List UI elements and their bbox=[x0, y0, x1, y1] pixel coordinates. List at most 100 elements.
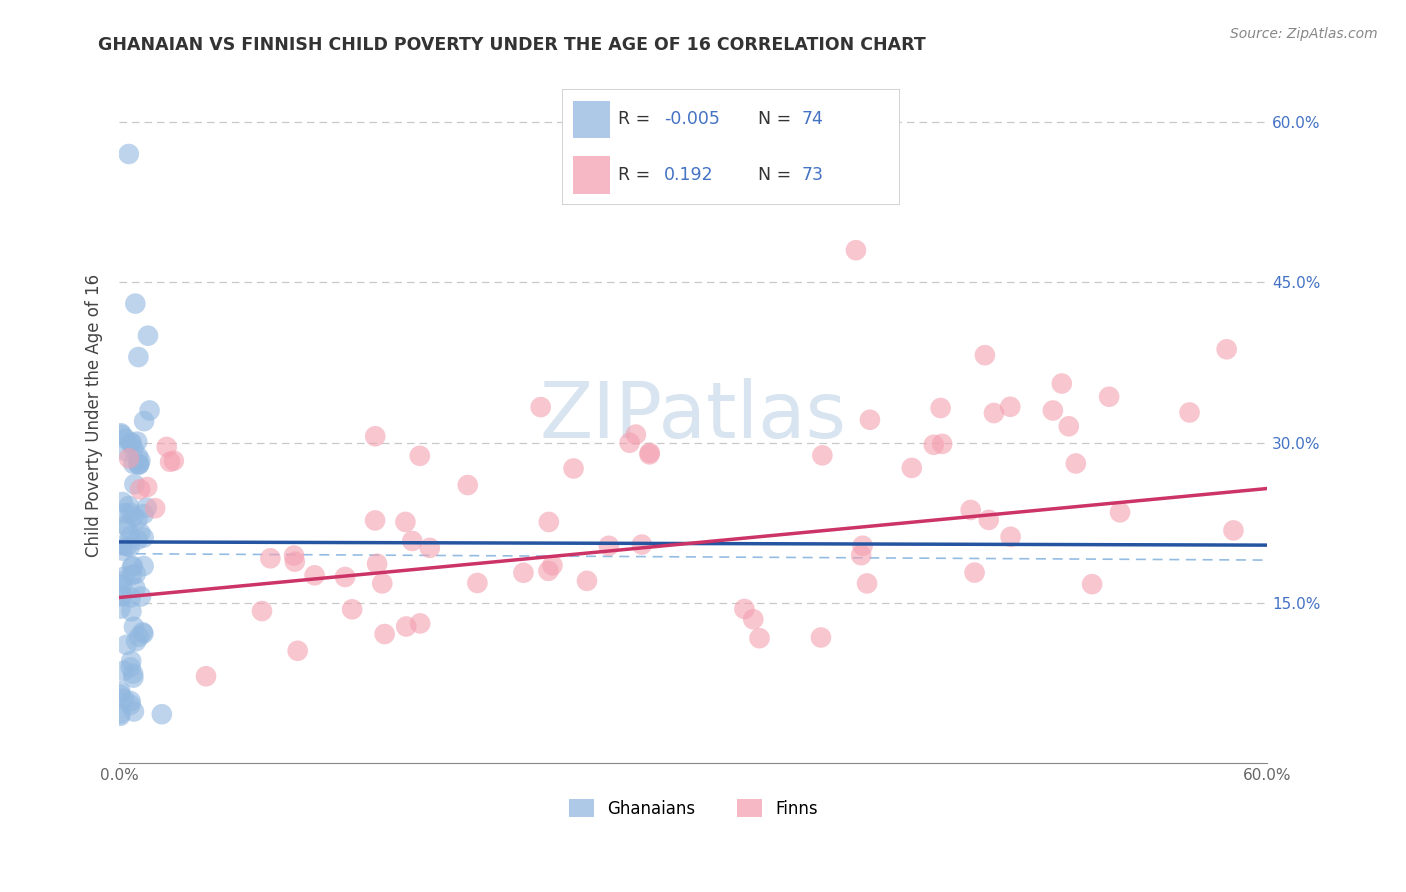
Point bbox=[530, 400, 553, 414]
Point bbox=[118, 147, 141, 161]
Point bbox=[250, 604, 273, 618]
Point bbox=[537, 515, 560, 529]
Point bbox=[115, 540, 138, 554]
Y-axis label: Child Poverty Under the Age of 16: Child Poverty Under the Age of 16 bbox=[86, 274, 103, 558]
Point bbox=[1222, 524, 1244, 538]
Point bbox=[128, 457, 150, 471]
Point bbox=[598, 539, 620, 553]
Point bbox=[304, 568, 326, 582]
Point bbox=[118, 540, 141, 554]
Point bbox=[810, 631, 832, 645]
Point bbox=[136, 480, 159, 494]
Point bbox=[122, 457, 145, 471]
Point bbox=[136, 328, 159, 343]
Point bbox=[419, 541, 441, 555]
Point bbox=[467, 576, 489, 591]
Point bbox=[122, 442, 145, 456]
Point bbox=[284, 555, 307, 569]
Point bbox=[114, 569, 136, 583]
Point bbox=[128, 458, 150, 472]
Point bbox=[259, 551, 281, 566]
Point bbox=[122, 671, 145, 685]
Point bbox=[929, 401, 952, 415]
Text: N =: N = bbox=[758, 166, 797, 184]
Point bbox=[120, 660, 142, 674]
Point bbox=[127, 512, 149, 526]
Point bbox=[537, 564, 560, 578]
Point bbox=[129, 453, 152, 467]
Point bbox=[364, 513, 387, 527]
Point bbox=[132, 626, 155, 640]
Point bbox=[163, 453, 186, 467]
Point bbox=[122, 705, 145, 719]
Point bbox=[118, 451, 141, 466]
Point bbox=[128, 630, 150, 644]
Point bbox=[120, 698, 142, 712]
Point bbox=[122, 509, 145, 524]
Point bbox=[340, 602, 363, 616]
Point bbox=[120, 436, 142, 450]
Point bbox=[1064, 457, 1087, 471]
Point bbox=[135, 500, 157, 515]
Point bbox=[127, 457, 149, 471]
Point bbox=[129, 483, 152, 497]
Point bbox=[121, 435, 143, 450]
Point bbox=[409, 449, 432, 463]
Point bbox=[110, 709, 132, 723]
Text: ZIPatlas: ZIPatlas bbox=[540, 378, 846, 454]
Point bbox=[143, 501, 166, 516]
Point bbox=[974, 348, 997, 362]
Point bbox=[124, 581, 146, 595]
Point bbox=[159, 455, 181, 469]
Point bbox=[120, 654, 142, 668]
Point bbox=[124, 296, 146, 310]
Bar bbox=[572, 156, 610, 194]
Point bbox=[983, 406, 1005, 420]
Point bbox=[371, 576, 394, 591]
Point bbox=[1057, 419, 1080, 434]
Point bbox=[132, 531, 155, 545]
Point bbox=[132, 507, 155, 521]
Text: 73: 73 bbox=[801, 166, 824, 184]
Point bbox=[129, 590, 152, 604]
Point bbox=[364, 429, 387, 443]
Point bbox=[619, 435, 641, 450]
Text: 74: 74 bbox=[801, 111, 824, 128]
Point bbox=[111, 495, 134, 509]
Point bbox=[409, 616, 432, 631]
Legend: Ghanaians, Finns: Ghanaians, Finns bbox=[562, 793, 824, 824]
Point bbox=[1050, 376, 1073, 391]
Point bbox=[114, 444, 136, 458]
Point bbox=[287, 644, 309, 658]
Point bbox=[138, 403, 160, 417]
Text: R =: R = bbox=[619, 166, 655, 184]
Point bbox=[333, 570, 356, 584]
Point bbox=[859, 413, 882, 427]
Point bbox=[366, 557, 388, 571]
Point bbox=[110, 426, 132, 441]
Point bbox=[900, 461, 922, 475]
Point bbox=[114, 506, 136, 520]
Point bbox=[127, 450, 149, 464]
Text: N =: N = bbox=[758, 111, 797, 128]
Point bbox=[845, 243, 868, 257]
Point bbox=[624, 427, 647, 442]
Point bbox=[394, 515, 416, 529]
Point bbox=[110, 590, 132, 604]
Text: GHANAIAN VS FINNISH CHILD POVERTY UNDER THE AGE OF 16 CORRELATION CHART: GHANAIAN VS FINNISH CHILD POVERTY UNDER … bbox=[98, 36, 927, 54]
Point bbox=[129, 525, 152, 540]
Text: Source: ZipAtlas.com: Source: ZipAtlas.com bbox=[1230, 27, 1378, 41]
Point bbox=[110, 684, 132, 698]
Point bbox=[112, 664, 135, 678]
Point bbox=[114, 432, 136, 446]
Point bbox=[852, 539, 875, 553]
Point bbox=[125, 566, 148, 581]
Point bbox=[120, 591, 142, 605]
Point bbox=[922, 438, 945, 452]
Point bbox=[1215, 343, 1237, 357]
Point bbox=[733, 602, 755, 616]
Point bbox=[931, 437, 953, 451]
Point bbox=[110, 601, 132, 615]
Text: R =: R = bbox=[619, 111, 655, 128]
Point bbox=[120, 506, 142, 520]
